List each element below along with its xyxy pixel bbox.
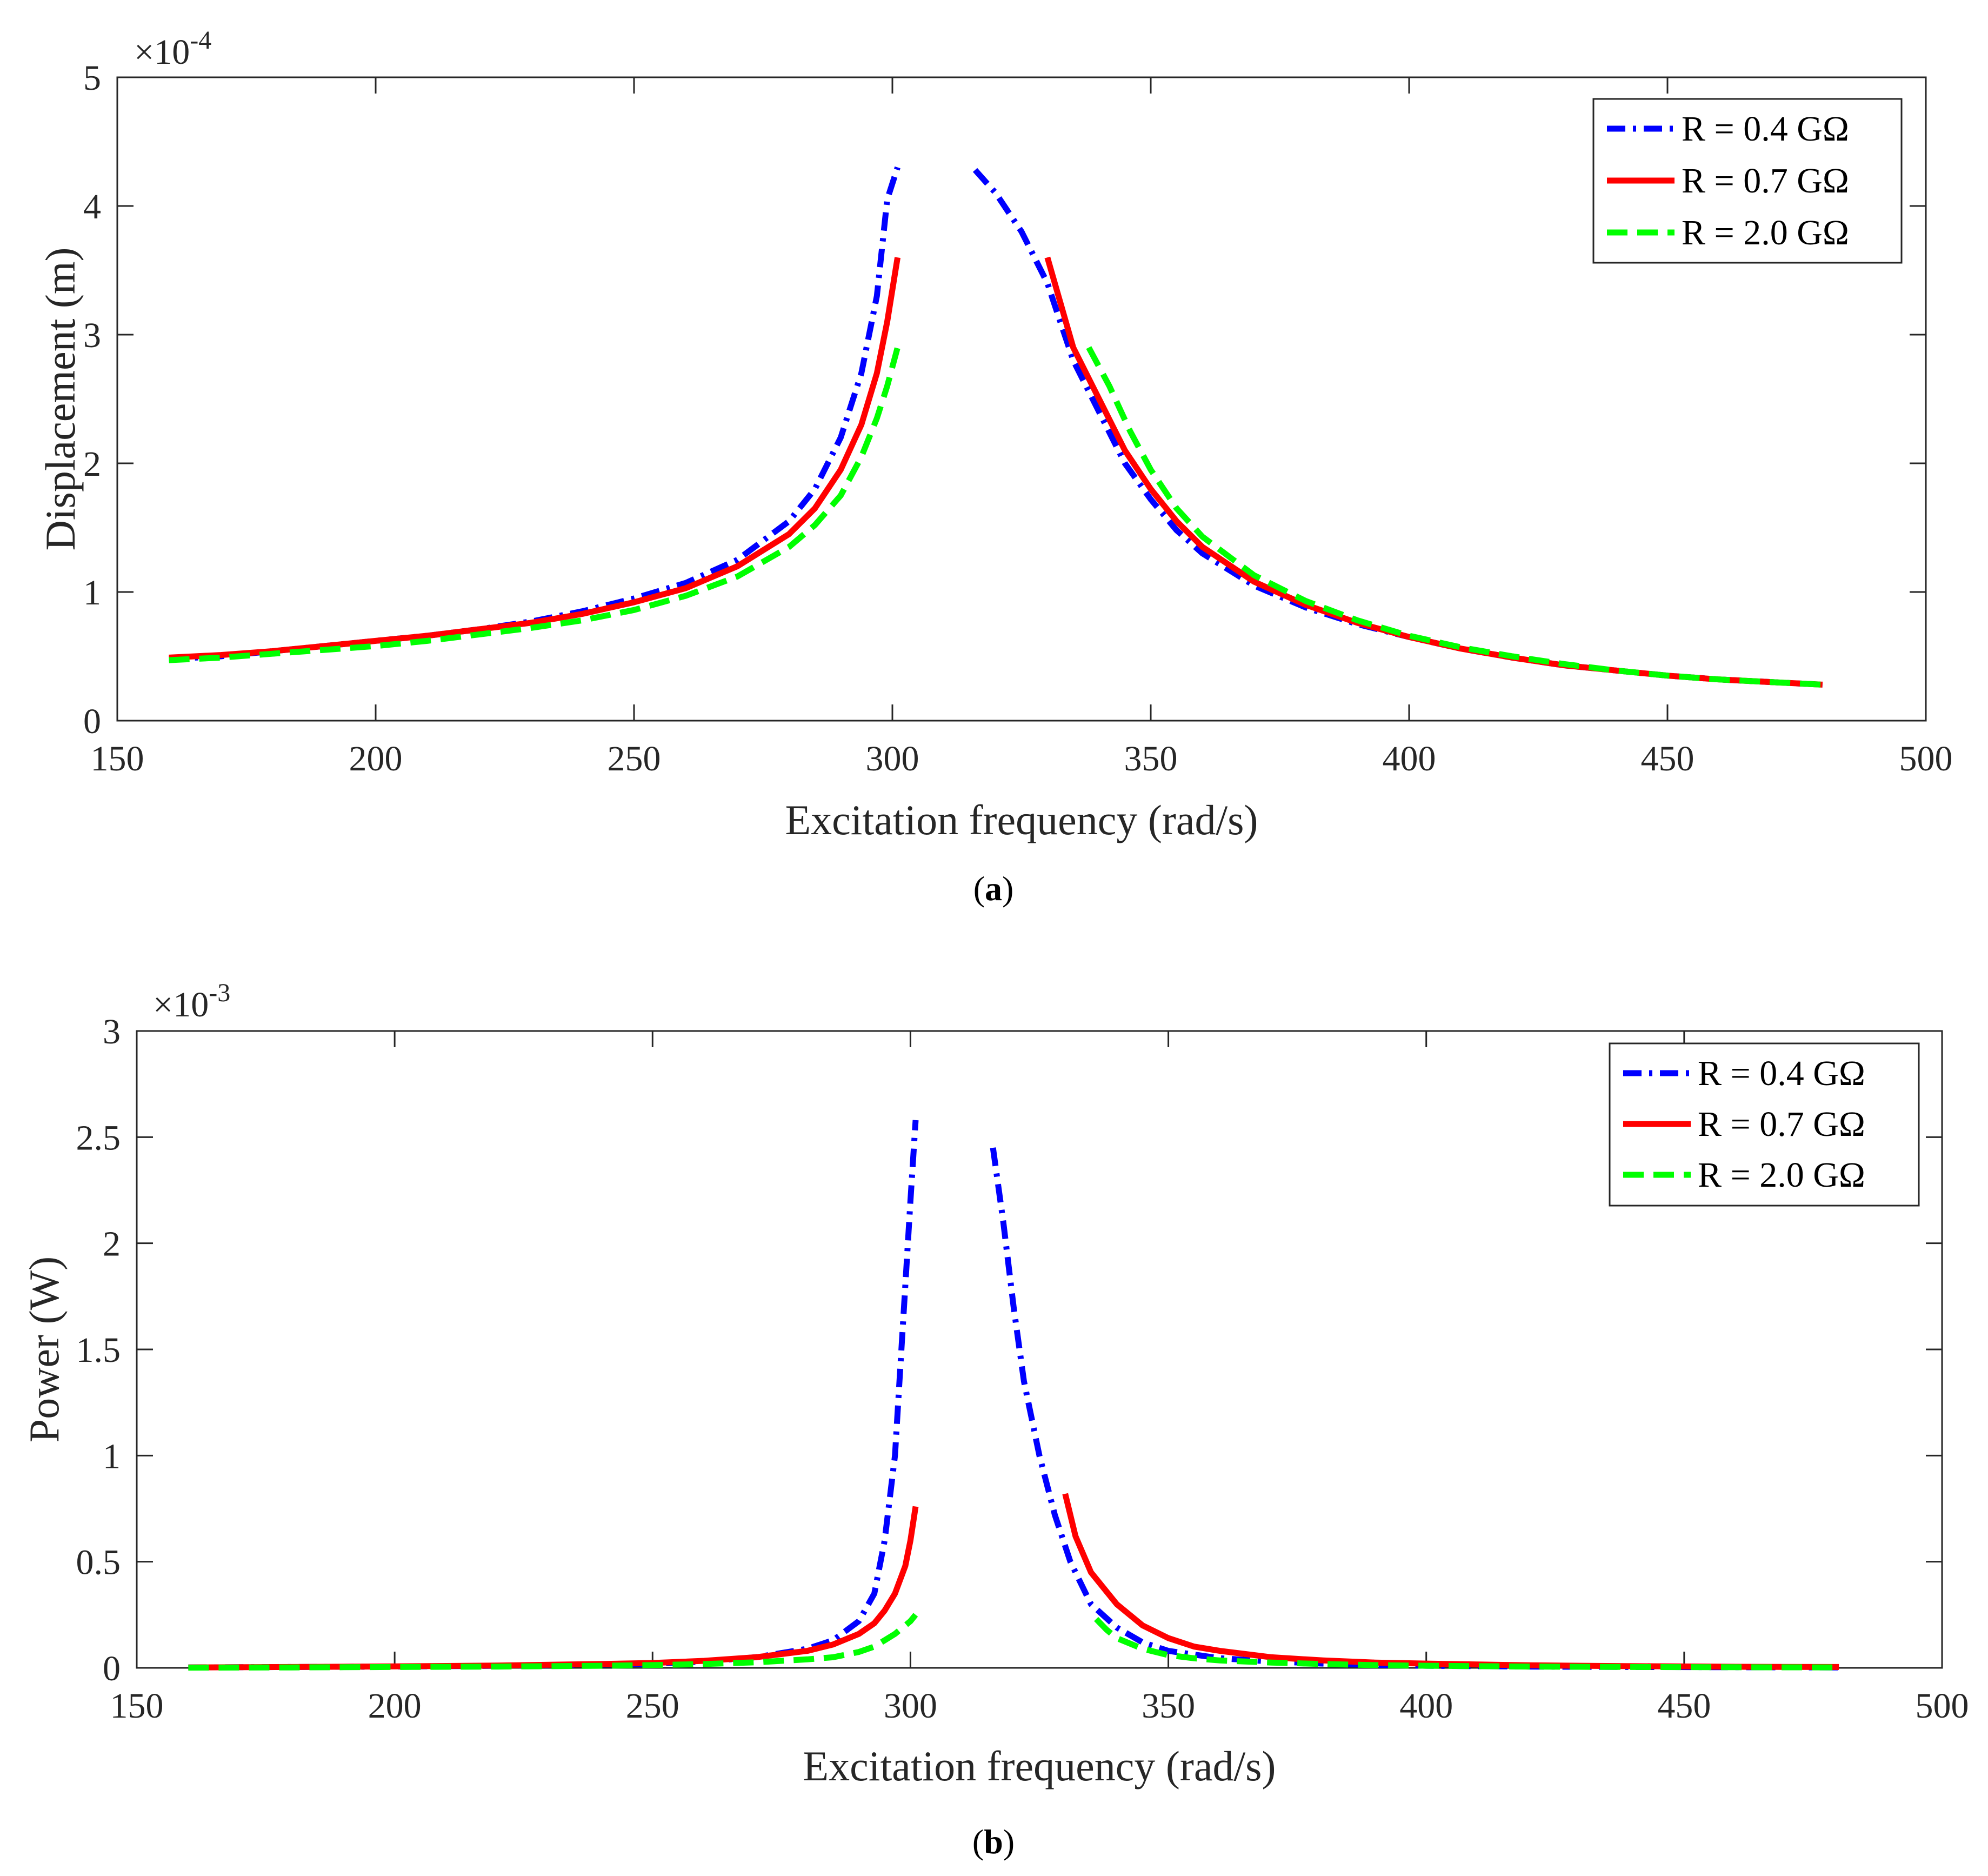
y-tick-label: 0 (83, 702, 101, 741)
legend-label-3: R = 2.0 GΩ (1682, 213, 1849, 252)
x-tick-label: 450 (1641, 739, 1695, 779)
x-tick-label: 200 (368, 1686, 422, 1726)
legend-label-1: R = 0.4 GΩ (1682, 109, 1849, 149)
legend-label-3: R = 2.0 GΩ (1698, 1155, 1865, 1195)
y-exponent-label: ×10-4 (134, 26, 211, 72)
legend-label-2: R = 0.7 GΩ (1682, 161, 1849, 201)
series-lines (188, 1120, 1839, 1671)
x-tick-label: 250 (626, 1686, 679, 1726)
y-tick-label: 5 (83, 58, 101, 98)
x-tick-label: 450 (1657, 1686, 1711, 1726)
series-line-3-segment-2 (1086, 346, 1823, 688)
y-tick-label: 0 (103, 1649, 121, 1688)
series-line-2-segment-1 (169, 257, 901, 661)
y-tick-label: 1.5 (76, 1331, 121, 1370)
panel-caption: (a) (973, 869, 1014, 908)
x-tick-label: 150 (110, 1686, 164, 1726)
y-tick-label: 0.5 (76, 1543, 121, 1582)
x-tick-label: 400 (1399, 1686, 1453, 1726)
panel-caption: (b) (972, 1822, 1015, 1861)
x-tick-label: 300 (866, 739, 919, 779)
tick-marks (116, 76, 1927, 722)
y-axis-label: Displacement (m) (37, 248, 84, 551)
x-tick-label: 200 (349, 739, 403, 779)
x-tick-label: 350 (1142, 1686, 1195, 1726)
y-tick-labels: 0 0.5 1 1.5 2 2.5 3 (76, 1012, 121, 1688)
x-tick-label: 500 (1916, 1686, 1969, 1726)
y-tick-labels: 0 1 2 3 4 5 (83, 58, 101, 741)
y-tick-label: 1 (83, 573, 101, 613)
series-line-3-segment-1 (169, 347, 900, 663)
x-axis-label: Excitation frequency (rad/s) (785, 796, 1258, 843)
x-tick-label: 500 (1899, 739, 1953, 779)
x-tick-label: 400 (1383, 739, 1436, 779)
x-tick-label: 300 (884, 1686, 937, 1726)
x-tick-labels: 150 200 250 300 350 400 450 500 (110, 1686, 1969, 1726)
y-tick-label: 3 (83, 316, 101, 355)
series-lines (169, 166, 1823, 688)
series-line-3-segment-1 (188, 1613, 918, 1671)
series-line-1-segment-1 (188, 1120, 919, 1671)
panel-a-displacement-chart: 150 200 250 300 350 400 450 500 0 1 2 3 4 5 ×10-4 Ex… (37, 26, 1953, 908)
panel-b-power-chart: 150 200 250 300 350 400 450 500 0 0.5 1 1.5 2 2.5 3 ×… (21, 979, 1969, 1861)
series-line-1-segment-2 (990, 1147, 1839, 1671)
x-tick-label: 150 (91, 739, 144, 779)
x-tick-label: 250 (608, 739, 661, 779)
y-axis-label: Power (W) (21, 1256, 68, 1442)
y-tick-label: 1 (103, 1436, 121, 1476)
y-tick-label: 2 (83, 444, 101, 484)
legend-label-2: R = 0.7 GΩ (1698, 1105, 1865, 1144)
y-tick-label: 2.5 (76, 1118, 121, 1157)
legend: R = 0.4 GΩ R = 0.7 GΩ R = 2.0 GΩ (1609, 1042, 1920, 1207)
x-axis-label: Excitation frequency (rad/s) (803, 1742, 1276, 1789)
y-tick-label: 2 (103, 1225, 121, 1264)
y-tick-label: 4 (83, 187, 101, 227)
x-tick-label: 350 (1124, 739, 1178, 779)
legend-label-1: R = 0.4 GΩ (1698, 1054, 1865, 1093)
x-tick-labels: 150 200 250 300 350 400 450 500 (91, 739, 1953, 779)
series-line-3-segment-2 (1094, 1616, 1839, 1671)
y-exponent-label: ×10-3 (153, 979, 230, 1025)
y-tick-label: 3 (103, 1012, 121, 1052)
legend: R = 0.4 GΩ R = 0.7 GΩ R = 2.0 GΩ (1592, 98, 1903, 264)
